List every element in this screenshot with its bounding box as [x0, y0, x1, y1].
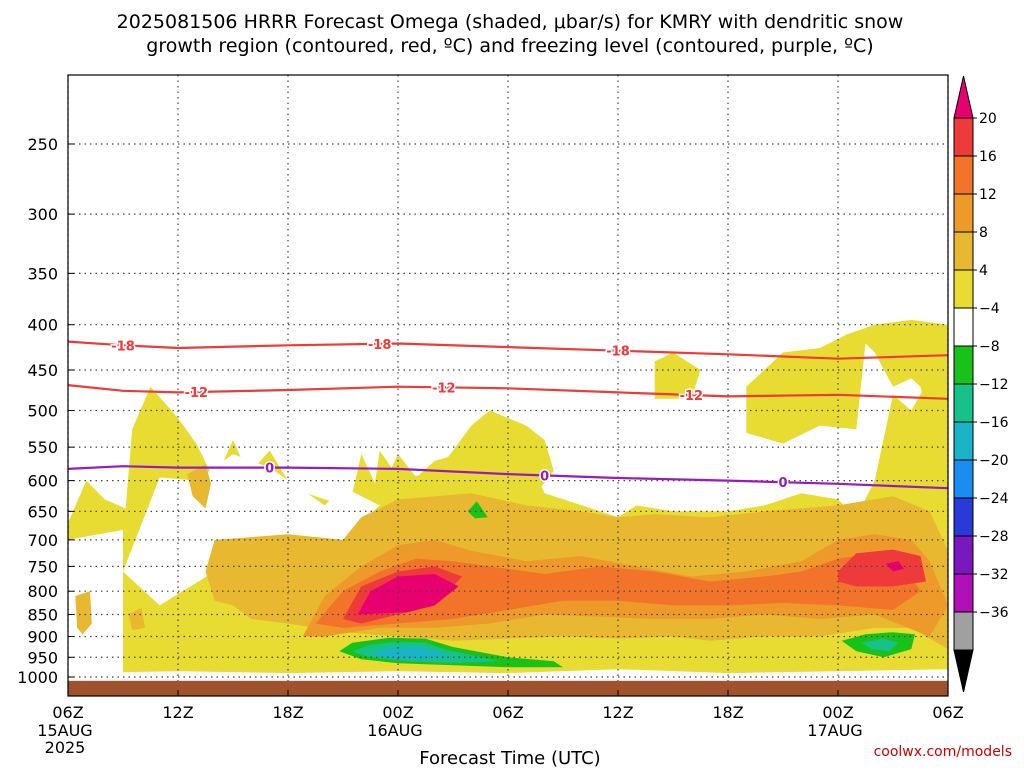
y-tick-label-450: 450 [27, 361, 58, 380]
x-tick-label-6: 12Z [162, 703, 193, 722]
omega-region-8 [187, 464, 211, 509]
contour-lines: -18 -18 -18 -12 -12 -12 0 0 0 [67, 336, 949, 493]
omega-region-9 [75, 591, 92, 635]
colorbar-top-triangle [953, 75, 974, 119]
colorbar-bottom-triangle [953, 649, 974, 693]
y-tick-label-600: 600 [27, 472, 58, 491]
contour-line--18 [67, 340, 949, 360]
contour-line-0 [67, 465, 949, 490]
colorbar-swatch-2 [953, 155, 974, 195]
colorbar-swatch-11 [953, 497, 974, 537]
omega-region-3 [654, 352, 701, 399]
omega-region-4 [746, 319, 948, 444]
y-tick-label-950: 950 [27, 648, 58, 667]
colorbar-swatch-9 [953, 421, 974, 461]
colorbar-label-10: −24 [979, 491, 1009, 507]
plot-area: -18 -18 -18 -12 -12 -12 0 0 0 [67, 74, 949, 697]
colorbar-label-11: −28 [979, 529, 1009, 545]
x-tick-sublabel-0-1: 2025 [45, 738, 86, 757]
colorbar-label-3: 8 [979, 225, 988, 241]
contour-label-0-2: 0 [778, 476, 787, 491]
omega-region-14 [838, 549, 926, 587]
x-tick-sublabel-42-0: 17AUG [807, 721, 862, 740]
x-tick-sublabel-0-0: 15AUG [37, 721, 92, 740]
x-tick-label-12: 18Z [272, 703, 303, 722]
chart-title-line-2: growth region (contoured, red, ºC) and f… [146, 35, 873, 57]
contour-label--18-0: -18 [111, 339, 135, 354]
colorbar-label-4: 4 [979, 263, 988, 279]
colorbar-label-2: 12 [979, 187, 997, 203]
colorbar-swatch-14 [953, 611, 974, 651]
colorbar: 20 16 12 8 4 −4 −8 −12 −16 −20 −24 −28 −32 −36 [953, 75, 1009, 693]
colorbar-label-5: −4 [979, 301, 1000, 317]
contour-label--12-0: -12 [185, 386, 209, 401]
x-tick-label-48: 06Z [932, 703, 963, 722]
colorbar-swatch-3 [953, 193, 974, 233]
x-tick-label-0: 06Z [52, 703, 83, 722]
colorbar-swatch-5 [953, 269, 974, 309]
colorbar-label-6: −8 [979, 339, 1000, 355]
colorbar-label-0: 20 [979, 111, 997, 127]
y-tick-label-1000: 1000 [17, 668, 58, 687]
x-tick-sublabel-18-0: 16AUG [367, 721, 422, 740]
y-axis-pressure: 250 300 350 400 450 500 550 600 650 700 750 800 850 9… [17, 135, 74, 687]
y-tick-label-700: 700 [27, 531, 58, 550]
colorbar-swatch-4 [953, 231, 974, 271]
colorbar-swatch-12 [953, 535, 974, 575]
omega-region-16 [885, 561, 904, 572]
y-tick-label-400: 400 [27, 316, 58, 335]
omega-region-10 [128, 607, 145, 630]
omega-region-15 [357, 574, 459, 615]
contour-label--12-2: -12 [680, 389, 704, 404]
gridlines [67, 75, 949, 696]
y-tick-label-500: 500 [27, 402, 58, 421]
y-tick-label-800: 800 [27, 582, 58, 601]
credit-text: coolwx.com/models [874, 744, 1012, 760]
omega-region-22 [467, 501, 488, 519]
colorbar-swatch-13 [953, 573, 974, 613]
colorbar-label-8: −16 [979, 415, 1009, 431]
y-tick-label-650: 650 [27, 502, 58, 521]
chart-title-line-1: 2025081506 HRRR Forecast Omega (shaded, … [117, 11, 904, 33]
colorbar-swatch-8 [953, 383, 974, 423]
y-tick-label-550: 550 [27, 438, 58, 457]
y-tick-label-850: 850 [27, 606, 58, 625]
x-tick-label-18: 00Z [382, 703, 413, 722]
colorbar-label-13: −36 [979, 605, 1009, 621]
colorbar-swatch-7 [953, 345, 974, 385]
contour-label-0-0: 0 [265, 462, 274, 477]
omega-region-6 [123, 454, 380, 606]
colorbar-label-9: −20 [979, 453, 1009, 469]
omega-region-19 [370, 647, 453, 660]
y-tick-label-250: 250 [27, 135, 58, 154]
colorbar-swatch-6 [953, 307, 974, 347]
contour-line--12 [67, 384, 949, 400]
x-tick-label-36: 18Z [712, 703, 743, 722]
x-axis-label: Forecast Time (UTC) [419, 748, 600, 768]
y-tick-label-350: 350 [27, 264, 58, 283]
colorbar-label-1: 16 [979, 149, 997, 165]
contour-label-0-1: 0 [540, 469, 549, 484]
contour-label--18-2: -18 [606, 345, 630, 360]
x-tick-label-30: 12Z [602, 703, 633, 722]
y-tick-label-900: 900 [27, 627, 58, 646]
colorbar-label-7: −12 [979, 377, 1009, 393]
colorbar-label-12: −32 [979, 567, 1009, 583]
x-tick-label-42: 00Z [822, 703, 853, 722]
x-tick-label-24: 06Z [492, 703, 523, 722]
y-tick-label-750: 750 [27, 557, 58, 576]
y-tick-label-300: 300 [27, 205, 58, 224]
colorbar-swatch-1 [953, 117, 974, 157]
colorbar-swatch-10 [953, 459, 974, 499]
omega-region-21 [861, 638, 899, 652]
contour-label--12-1: -12 [432, 381, 456, 396]
contour-label--18-1: -18 [368, 338, 392, 353]
